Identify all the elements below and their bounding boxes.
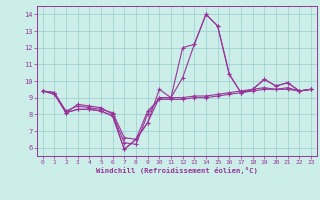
X-axis label: Windchill (Refroidissement éolien,°C): Windchill (Refroidissement éolien,°C)	[96, 167, 258, 174]
